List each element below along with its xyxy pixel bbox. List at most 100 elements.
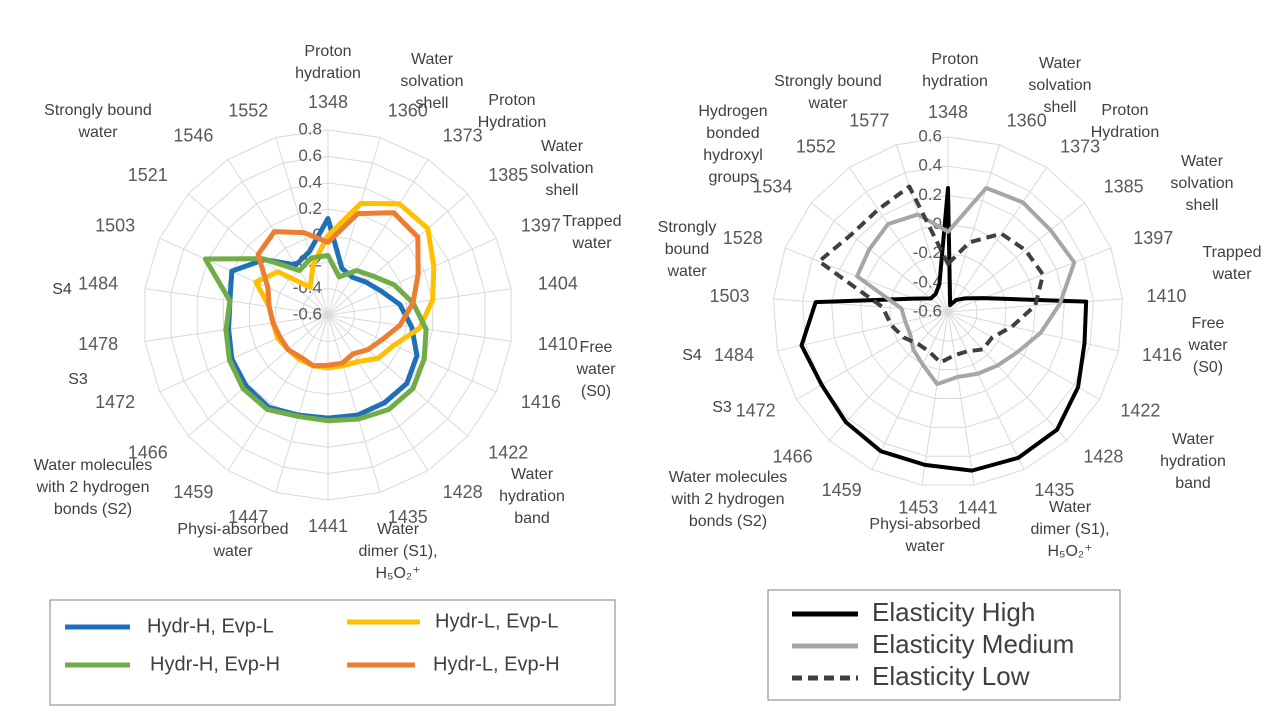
annotation: Hydrogen bonded hydroxyl groups [698, 103, 767, 186]
annotation-line: water [77, 124, 118, 141]
annotation-line: with 2 hydrogen [671, 491, 785, 508]
spoke [327, 288, 512, 316]
annotation: Water dimer (S1), H₅O₂⁺ [358, 521, 437, 582]
category-label: 1385 [488, 165, 528, 185]
annotation-line: bonds (S2) [54, 501, 132, 518]
annotation-line: Proton [304, 43, 351, 60]
grid-ring [889, 253, 1007, 371]
annotation: Water molecules with 2 hydrogen bonds (S2) [34, 457, 153, 518]
spoke [810, 202, 949, 313]
legend-label: Elasticity High [872, 597, 1035, 627]
category-label: 1447 [228, 507, 268, 527]
annotation-line: Water [1049, 499, 1092, 516]
annotation: Water solvation shell [1170, 153, 1233, 214]
annotation-line: shell [416, 95, 449, 112]
annotation-line: water [807, 95, 848, 112]
spoke [947, 311, 1025, 470]
series-line [202, 253, 429, 424]
legend-label: Hydr-L, Evp-L [435, 610, 558, 632]
category-label: 1484 [78, 274, 118, 294]
annotation-line: shell [546, 182, 579, 199]
legend-label: Elasticity Low [872, 661, 1030, 691]
category-label: 1521 [128, 165, 168, 185]
annotation-line: (S0) [581, 383, 611, 400]
annotation-line: Hydrogen [698, 103, 767, 120]
annotation-line: Strongly [658, 219, 717, 236]
annotation: Water solvation shell [530, 138, 593, 199]
category-label: 1416 [521, 392, 561, 412]
grid-ring [860, 223, 1036, 400]
category-label: 1484 [714, 345, 754, 365]
annotation-line: bonds (S2) [689, 513, 767, 530]
annotation: Free water (S0) [1187, 315, 1228, 376]
annotation-line: S3 [712, 399, 732, 416]
category-label: 1472 [95, 392, 135, 412]
annotation-line: shell [1186, 197, 1219, 214]
annotation: S4 [682, 347, 702, 364]
legend-label: Hydr-L, Evp-H [433, 653, 560, 675]
r-tick-label: 0.6 [918, 126, 942, 145]
annotation: Proton Hydration [478, 92, 546, 131]
annotation: Strongly bound water [658, 219, 717, 280]
category-label: 1577 [849, 111, 889, 131]
annotation-line: bound [665, 241, 710, 258]
r-tick-label: 0.2 [298, 199, 322, 218]
spoke [871, 311, 949, 470]
category-label: 1385 [1104, 177, 1144, 197]
spoke [777, 311, 949, 352]
annotation-line: Free [1192, 315, 1225, 332]
annotation: Proton Hydration [1091, 102, 1159, 141]
spoke [327, 137, 381, 316]
category-label: 1528 [723, 228, 763, 248]
annotation-line: Water molecules [669, 469, 788, 486]
category-label: 1397 [521, 216, 561, 236]
annotation-line: water [904, 538, 945, 555]
annotation-line: Water [511, 466, 554, 483]
category-label: 1534 [752, 177, 792, 197]
annotation-line: Proton [488, 92, 535, 109]
category-label: 1428 [1083, 447, 1123, 467]
annotation: Free water (S0) [575, 339, 616, 400]
spoke [947, 144, 1001, 313]
category-label: 1503 [95, 216, 135, 236]
annotation-line: Hydration [478, 114, 546, 131]
series-line [799, 186, 1089, 473]
annotation-line: hydroxyl [703, 147, 763, 164]
spoke [947, 311, 1100, 400]
annotation-line: solvation [530, 160, 593, 177]
annotation-line: solvation [400, 73, 463, 90]
annotation-line: Trapped [1203, 244, 1262, 261]
category-label: 1348 [928, 102, 968, 122]
category-label: 1552 [228, 100, 268, 120]
category-label: 1453 [898, 498, 938, 518]
annotation: S3 [68, 371, 88, 388]
annotation: Proton hydration [922, 51, 988, 90]
annotation: Trapped water [1203, 244, 1262, 283]
annotation-line: Strongly bound [44, 102, 152, 119]
annotation-line: (S0) [1193, 359, 1223, 376]
annotation-line: band [514, 510, 550, 527]
annotation-line: groups [709, 169, 758, 186]
annotation-line: hydration [1160, 453, 1226, 470]
category-label: 1416 [1142, 345, 1182, 365]
series-line [817, 184, 1046, 365]
annotation-line: Water [377, 521, 420, 538]
category-label: 1472 [736, 400, 776, 420]
legend-label: Hydr-H, Evp-H [150, 653, 280, 675]
annotation: Water dimer (S1), H₅O₂⁺ [1030, 499, 1109, 560]
annotation-line: Proton [1101, 102, 1148, 119]
category-label: 1373 [443, 125, 483, 145]
spoke [144, 314, 329, 342]
annotation-line: water [212, 543, 253, 560]
spoke [327, 237, 497, 316]
annotation-line: hydration [922, 73, 988, 90]
category-label: 1373 [1060, 136, 1100, 156]
annotation: Trapped water [563, 213, 622, 252]
annotation-line: H₅O₂⁺ [375, 565, 420, 582]
category-label: 1546 [173, 125, 213, 145]
category-label: 1435 [1034, 480, 1074, 500]
spoke [947, 311, 1068, 441]
annotation: S3 [712, 399, 732, 416]
r-tick-label: 0.2 [918, 185, 942, 204]
